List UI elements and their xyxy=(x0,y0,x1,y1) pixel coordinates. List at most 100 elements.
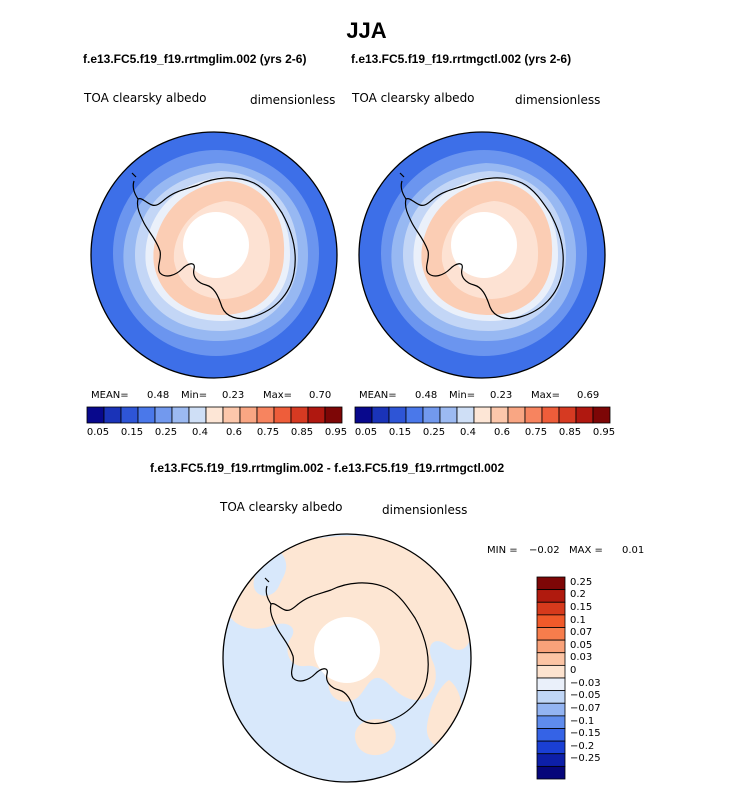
colorbar-swatch xyxy=(86,406,105,424)
left-max-label: Max= xyxy=(263,390,293,401)
colorbar-swatch xyxy=(405,406,424,424)
map-border xyxy=(358,131,606,379)
colorbar-tick-label: 0.03 xyxy=(570,652,593,664)
peninsula-coastline xyxy=(264,577,272,605)
colorbar-tick-label: 0.4 xyxy=(192,427,208,438)
colorbar-swatch xyxy=(171,406,190,424)
colorbar-swatch xyxy=(536,728,566,742)
colorbar-tick-label: 0.05 xyxy=(570,639,593,651)
difference-max-label: MAX = xyxy=(569,545,603,556)
right-mean-label: MEAN= xyxy=(359,390,397,401)
left-variable-label: TOA clearsky albedo xyxy=(84,91,207,105)
colorbar-swatch xyxy=(536,753,566,767)
map-border xyxy=(222,533,472,783)
colorbar-swatch xyxy=(536,614,566,628)
colorbar-swatch xyxy=(592,406,611,424)
difference-min-label: MIN = xyxy=(487,545,518,556)
right-min-value: 0.23 xyxy=(490,390,513,401)
colorbar-swatch xyxy=(507,406,526,424)
left-min-value: 0.23 xyxy=(222,390,245,401)
colorbar-tick-label: 0 xyxy=(570,665,577,676)
colorbar-tick-label: 0.05 xyxy=(86,427,110,438)
right-polar-map xyxy=(358,131,606,379)
colorbar-swatch xyxy=(137,406,156,424)
colorbar-swatch xyxy=(354,406,373,424)
colorbar-tick-label: 0.95 xyxy=(592,427,616,438)
left-mean-label: MEAN= xyxy=(91,390,129,401)
colorbar-swatch xyxy=(541,406,560,424)
colorbar-swatch xyxy=(575,406,594,424)
antarctica-coastline xyxy=(404,177,564,320)
colorbar-swatch xyxy=(536,715,566,729)
map-border xyxy=(90,131,338,379)
colorbar-tick-label: 0.15 xyxy=(570,601,593,613)
colorbar-tick-label: −0.15 xyxy=(570,728,601,740)
difference-max-value: 0.01 xyxy=(622,545,645,556)
difference-colorbar xyxy=(536,576,566,780)
colorbar-swatch xyxy=(536,702,566,717)
south-america-tip xyxy=(362,196,367,210)
colorbar-tick-label: −0.07 xyxy=(570,702,601,714)
right-panel-title: f.e13.FC5.f19_f19.rrtmgctl.002 (yrs 2-6) xyxy=(351,52,572,66)
left-polar-map xyxy=(90,131,338,379)
colorbar-swatch xyxy=(205,406,224,424)
difference-units-label: dimensionless xyxy=(382,503,468,517)
negative-diff-patch xyxy=(253,550,287,596)
colorbar-swatch xyxy=(536,690,566,704)
colorbar-swatch xyxy=(536,664,566,679)
colorbar-tick-label: 0.15 xyxy=(120,427,144,438)
colorbar-swatch xyxy=(120,406,139,424)
colorbar-tick-label: 0.25 xyxy=(570,576,593,588)
colorbar-tick-label: 0.25 xyxy=(154,427,178,438)
right-min-label: Min= xyxy=(449,390,476,401)
left-colorbar xyxy=(86,406,343,424)
colorbar-swatch xyxy=(536,652,566,666)
colorbar-swatch xyxy=(290,406,309,424)
colorbar-tick-label: −0.25 xyxy=(570,753,601,765)
left-mean-value: 0.48 xyxy=(147,390,170,401)
colorbar-tick-label: −0.03 xyxy=(570,677,601,689)
colorbar-tick-label: 0.4 xyxy=(460,427,476,438)
left-max-value: 0.70 xyxy=(309,390,332,401)
south-america-tip xyxy=(224,599,229,613)
colorbar-swatch xyxy=(456,406,475,424)
peninsula-coastline xyxy=(131,172,139,200)
left-min-label: Min= xyxy=(181,390,208,401)
colorbar-swatch xyxy=(324,406,343,424)
polar-missing-hole xyxy=(451,212,517,278)
colorbar-swatch xyxy=(256,406,275,424)
colorbar-swatch xyxy=(536,677,566,692)
colorbar-swatch xyxy=(422,406,441,424)
difference-panel-title: f.e13.FC5.f19_f19.rrtmglim.002 - f.e13.F… xyxy=(150,461,505,475)
colorbar-tick-label: 0.05 xyxy=(354,427,378,438)
colorbar-swatch xyxy=(536,576,566,591)
colorbar-tick-label: 0.25 xyxy=(422,427,446,438)
difference-min-value: −0.02 xyxy=(529,545,560,556)
colorbar-swatch xyxy=(439,406,458,424)
colorbar-tick-label: 0.95 xyxy=(324,427,348,438)
right-units-label: dimensionless xyxy=(515,93,601,107)
right-variable-label: TOA clearsky albedo xyxy=(352,91,475,105)
colorbar-swatch xyxy=(307,406,326,424)
colorbar-swatch xyxy=(490,406,509,424)
colorbar-tick-label: 0.85 xyxy=(290,427,314,438)
colorbar-swatch xyxy=(103,406,122,424)
right-colorbar xyxy=(354,406,611,424)
right-max-value: 0.69 xyxy=(577,390,600,401)
peninsula-coastline xyxy=(399,172,407,200)
colorbar-swatch xyxy=(273,406,292,424)
colorbar-swatch xyxy=(154,406,173,424)
difference-polar-map xyxy=(222,533,472,783)
colorbar-tick-label: 0.07 xyxy=(570,627,593,639)
colorbar-swatch xyxy=(239,406,258,424)
colorbar-swatch xyxy=(388,406,407,424)
colorbar-tick-label: 0.15 xyxy=(388,427,412,438)
colorbar-tick-label: 0.6 xyxy=(494,427,510,438)
antarctica-coastline xyxy=(136,177,296,320)
colorbar-swatch xyxy=(536,639,566,654)
colorbar-swatch xyxy=(371,406,390,424)
colorbar-tick-label: −0.05 xyxy=(570,690,601,702)
right-mean-value: 0.48 xyxy=(415,390,438,401)
colorbar-swatch xyxy=(558,406,577,424)
colorbar-tick-label: −0.1 xyxy=(570,715,595,727)
